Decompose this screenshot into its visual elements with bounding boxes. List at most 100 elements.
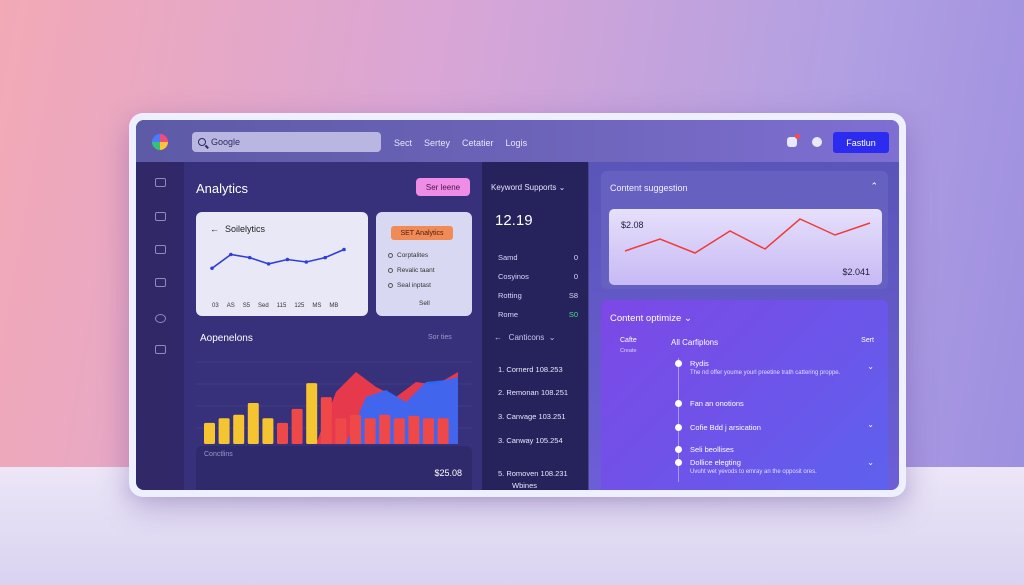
nav-item-4[interactable]: Logis bbox=[505, 138, 528, 148]
optimize-left-sub: Create bbox=[620, 348, 637, 354]
conf-row[interactable]: 3. Canway 105.254 bbox=[498, 436, 563, 445]
mini-line-chart bbox=[210, 247, 346, 271]
conf-row[interactable]: 1. Cornerd 108.253 bbox=[498, 365, 563, 374]
clock-icon[interactable] bbox=[812, 137, 822, 147]
bar bbox=[247, 403, 259, 444]
bar bbox=[408, 415, 420, 444]
nav-item-2[interactable]: Sertey bbox=[424, 138, 451, 148]
timeline-item-title[interactable]: Fan an onotions bbox=[690, 399, 744, 408]
radio-icon bbox=[388, 268, 393, 273]
kw-val: 0 bbox=[573, 253, 578, 262]
nav-item-1[interactable]: Sect bbox=[394, 138, 413, 148]
timeline-item-title[interactable]: Cofie Bdd j arsication bbox=[690, 423, 761, 432]
panel-divider bbox=[588, 162, 589, 490]
kw-val: S0 bbox=[568, 310, 578, 319]
option-2[interactable]: Revalic taant bbox=[388, 267, 435, 274]
mini-x-label: MB bbox=[329, 303, 339, 309]
bar bbox=[306, 383, 318, 444]
mini-line-point bbox=[304, 260, 309, 264]
mini-line-point bbox=[323, 255, 327, 260]
chevron-down-icon[interactable]: ⌄ bbox=[867, 420, 874, 429]
conf-row[interactable]: 2. Remonan 108.251 bbox=[498, 388, 569, 397]
option-3[interactable]: Seal inptast bbox=[388, 282, 431, 289]
chevron-up-icon[interactable]: ⌃ bbox=[870, 181, 878, 191]
bottom-card: Conctlins $25.08 bbox=[196, 446, 472, 490]
app-logo-icon[interactable] bbox=[152, 134, 168, 150]
kw-key: Cosyinos bbox=[498, 272, 529, 281]
mini-line-point bbox=[342, 247, 346, 252]
suggestion-line-series bbox=[624, 218, 871, 254]
optimize-title-text: Content optimize bbox=[610, 313, 682, 324]
grid-icon[interactable] bbox=[155, 245, 166, 254]
top-bar: Google Sect Sertey Cetatier Logis Fastlu… bbox=[136, 120, 899, 162]
options-footer: Sell bbox=[419, 300, 430, 307]
chevron-down-icon[interactable]: ⌄ bbox=[867, 458, 874, 467]
bar bbox=[335, 418, 347, 444]
mini-x-label: S5 bbox=[242, 303, 251, 309]
keyword-title[interactable]: Keyword Supports ⌄ bbox=[491, 183, 565, 192]
conf-row[interactable]: 3. Canvage 103.251 bbox=[498, 412, 566, 421]
pill-button[interactable]: Ser leene bbox=[416, 178, 470, 196]
conf-row[interactable]: 5. Romoven 108.231 bbox=[498, 469, 568, 478]
chevron-down-icon[interactable]: ⌄ bbox=[867, 362, 874, 371]
search-value: Google bbox=[211, 137, 241, 147]
analytics-panel: Analytics Ser leene ← Soilelytics 03 AS S5… bbox=[184, 162, 482, 490]
bar bbox=[262, 418, 274, 444]
mini-line-series bbox=[211, 248, 345, 269]
suggestion-title: Content suggestion bbox=[610, 183, 688, 193]
bar bbox=[423, 418, 434, 444]
optimize-left-label[interactable]: Cafte bbox=[620, 337, 637, 344]
bar bbox=[350, 414, 361, 444]
back-arrow-icon[interactable]: ← bbox=[210, 224, 219, 234]
keyword-panel: Keyword Supports ⌄ 12.19 Samd 0 Cosyinos 0… bbox=[482, 162, 589, 490]
timeline-item-title[interactable]: Rydis bbox=[690, 359, 709, 368]
option-1[interactable]: Corptalites bbox=[388, 252, 428, 259]
line-card-title: ← Soilelytics bbox=[210, 224, 265, 234]
bar bbox=[320, 397, 332, 444]
back-arrow-icon: ← bbox=[494, 333, 502, 342]
optimize-title[interactable]: Content optimize ⌄ bbox=[610, 313, 692, 324]
dashboard-screen: Google Sect Sertey Cetatier Logis Fastlu… bbox=[136, 120, 899, 490]
chevron-down-icon: ⌄ bbox=[683, 313, 692, 324]
timeline-item-sub: The nd offer youme yourl preetine trath … bbox=[690, 370, 841, 376]
kw-val: S8 bbox=[568, 291, 578, 300]
options-card: SET Analytics Corptalites Revalic taant … bbox=[376, 212, 472, 316]
timeline-item-title[interactable]: Dollice elegting bbox=[690, 458, 741, 467]
set-analytics-button[interactable]: SET Analytics bbox=[391, 226, 453, 240]
search-input[interactable]: Google bbox=[192, 132, 381, 152]
folder-icon[interactable] bbox=[155, 278, 166, 287]
top-nav: Sect Sertey Cetatier Logis bbox=[394, 138, 527, 148]
bar bbox=[364, 418, 376, 444]
bell-icon[interactable] bbox=[787, 134, 800, 147]
analytics-icon[interactable] bbox=[155, 212, 166, 221]
kw-key: Rotting bbox=[498, 291, 522, 300]
menu-icon[interactable] bbox=[155, 178, 166, 187]
content-suggestion-card: Content suggestion ⌃ $2.08 $2.041 bbox=[601, 171, 888, 289]
radio-icon bbox=[388, 283, 393, 288]
bar bbox=[379, 414, 391, 444]
archive-icon[interactable] bbox=[155, 345, 166, 354]
mini-line-point bbox=[266, 262, 271, 266]
bottom-card-label: Conctlins bbox=[204, 451, 233, 458]
bar bbox=[218, 418, 230, 444]
nav-item-3[interactable]: Cetatier bbox=[462, 138, 494, 148]
kw-val: 0 bbox=[573, 272, 578, 281]
content-panel: Content suggestion ⌃ $2.08 $2.041 Conten… bbox=[589, 162, 899, 490]
mini-x-labels: 03 AS S5 Sed 115 125 MS MB bbox=[212, 303, 338, 309]
conf-title[interactable]: ← Canticons ⌄ bbox=[494, 333, 556, 342]
timeline-item-title[interactable]: Seli beollises bbox=[690, 445, 734, 454]
sort-button[interactable]: Sert bbox=[861, 337, 874, 344]
kw-row: Samd 0 bbox=[498, 253, 578, 262]
sort-dropdown[interactable]: Sor ties bbox=[428, 334, 452, 341]
settings-icon[interactable] bbox=[155, 314, 166, 323]
timeline-dot bbox=[675, 459, 682, 466]
timeline-dot bbox=[675, 446, 682, 453]
sidebar bbox=[136, 162, 184, 490]
bar bbox=[233, 414, 245, 444]
primary-action-button[interactable]: Fastlun bbox=[833, 132, 889, 153]
keyword-big-value: 12.19 bbox=[495, 212, 533, 229]
bar bbox=[437, 418, 449, 444]
option-2-label: Revalic taant bbox=[397, 267, 435, 274]
search-icon bbox=[198, 138, 206, 146]
apps-title: Aopenelons bbox=[200, 333, 253, 344]
